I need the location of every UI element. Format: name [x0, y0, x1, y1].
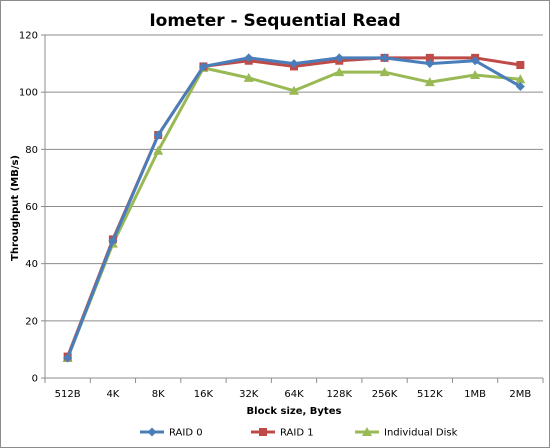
- y-tick-label: 20: [25, 316, 38, 327]
- y-axis-label: Throughput (MB/s): [10, 155, 21, 261]
- y-tick-label: 100: [19, 88, 38, 99]
- x-tick-labels: 512B 4K 8K 16K 32K 64K 128K 256K 512K 1MB 2MB: [55, 389, 532, 400]
- chart-title: Iometer - Sequential Read: [149, 11, 400, 31]
- y-tick-labels: 0 20 40 60 80 100 120: [19, 31, 38, 385]
- data-point-triangle: [243, 72, 254, 82]
- legend-label: Individual Disk: [384, 428, 458, 439]
- axes: [41, 34, 544, 383]
- data-point-triangle: [362, 427, 372, 436]
- data-point-triangle: [334, 67, 345, 77]
- data-point-triangle: [515, 74, 526, 84]
- x-tick-label: 32K: [239, 389, 259, 400]
- gridlines: [45, 34, 543, 322]
- data-point-square: [259, 428, 267, 436]
- data-point-diamond: [198, 61, 208, 71]
- legend-label: RAID 0: [169, 428, 203, 439]
- x-tick-label: 512K: [417, 389, 443, 400]
- data-point-diamond: [63, 353, 73, 363]
- x-tick-label: 1MB: [464, 389, 486, 400]
- data-point-diamond: [470, 56, 480, 66]
- x-tick-label: 16K: [194, 389, 214, 400]
- y-tick-label: 120: [19, 31, 38, 42]
- data-point-diamond: [244, 53, 254, 63]
- legend-item: Individual Disk: [355, 427, 458, 439]
- series-line: [66, 56, 522, 359]
- x-tick-label: 2MB: [509, 389, 531, 400]
- series-line: [66, 66, 521, 359]
- data-point-diamond: [289, 59, 299, 69]
- legend: RAID 0 RAID 1 Individual Disk: [140, 427, 458, 439]
- series-group: [62, 53, 526, 363]
- x-tick-label: 256K: [372, 389, 398, 400]
- series-raid-1: [63, 53, 525, 361]
- data-point-triangle: [153, 145, 164, 155]
- x-tick-label: 8K: [152, 389, 165, 400]
- data-point-triangle: [424, 77, 435, 87]
- legend-item: RAID 0: [140, 427, 203, 439]
- x-tick-label: 128K: [326, 389, 352, 400]
- data-point-diamond: [334, 53, 344, 63]
- data-point-square: [425, 53, 434, 62]
- x-tick-label: 512B: [55, 389, 81, 400]
- series-raid-0: [63, 53, 525, 363]
- data-point-triangle: [470, 70, 481, 80]
- series-line: [66, 56, 521, 358]
- legend-label: RAID 1: [280, 428, 314, 439]
- x-axis-label: Block size, Bytes: [247, 406, 342, 417]
- data-point-diamond: [425, 59, 435, 69]
- x-tick-label: 64K: [284, 389, 304, 400]
- series-individual-disk: [62, 62, 526, 362]
- y-tick-label: 60: [25, 202, 38, 213]
- x-tick-label: 4K: [106, 389, 119, 400]
- data-point-diamond: [153, 130, 163, 140]
- y-tick-label: 80: [25, 145, 38, 156]
- data-point-diamond: [380, 53, 390, 63]
- data-point-diamond: [515, 81, 525, 91]
- y-tick-label: 40: [25, 259, 38, 270]
- data-point-square: [516, 61, 525, 70]
- y-tick-label: 0: [32, 374, 38, 385]
- data-point-diamond: [108, 236, 118, 246]
- legend-item: RAID 1: [251, 428, 314, 439]
- data-point-triangle: [289, 85, 299, 95]
- data-point-triangle: [379, 67, 390, 77]
- data-point-diamond: [147, 427, 157, 437]
